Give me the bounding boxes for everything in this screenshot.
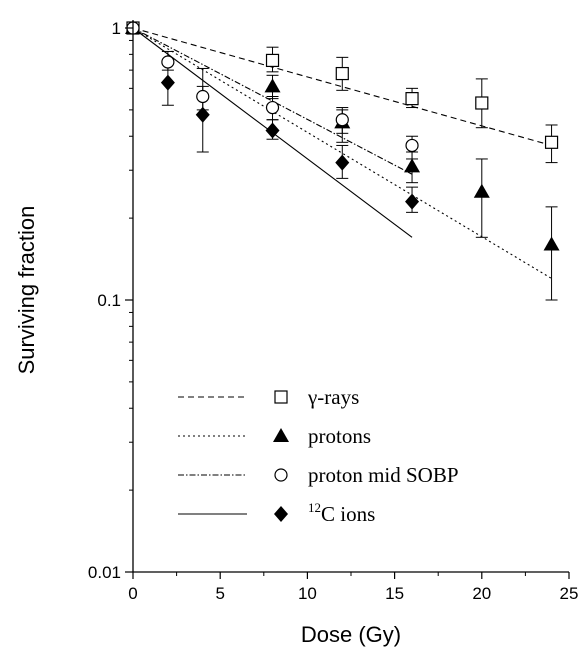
data-point-series-3	[197, 90, 209, 102]
data-point-series-3	[267, 102, 279, 114]
legend-label: 12C ions	[308, 500, 375, 526]
data-point-series-2	[544, 236, 560, 250]
data-point-series-1	[267, 54, 279, 66]
x-tick-label: 5	[215, 584, 224, 603]
legend: γ-rays protons proton mid SOBP 12C ions	[178, 385, 459, 526]
y-tick-label: 1	[112, 19, 121, 38]
x-tick-label: 0	[128, 584, 137, 603]
x-tick-label: 25	[560, 584, 579, 603]
x-tick-label: 15	[385, 584, 404, 603]
data-point-series-2	[474, 184, 490, 198]
data-point-series-4	[405, 194, 419, 210]
y-tick-label: 0.1	[97, 291, 121, 310]
legend-label: γ-rays	[307, 385, 359, 409]
data-point-series-1	[336, 68, 348, 80]
legend-marker	[274, 506, 288, 522]
y-tick-label: 0.01	[88, 563, 121, 582]
x-tick-label: 10	[298, 584, 317, 603]
data-point-series-4	[161, 75, 175, 91]
data-point-series-1	[546, 136, 558, 148]
legend-label: proton mid SOBP	[308, 463, 459, 487]
data-point-series-3	[162, 56, 174, 68]
legend-label: protons	[308, 424, 371, 448]
data-point-series-1	[406, 93, 418, 105]
x-tick-label: 20	[472, 584, 491, 603]
data-point-series-4	[196, 107, 210, 123]
legend-marker	[273, 428, 289, 442]
data-point-series-4	[335, 155, 349, 171]
data-point-series-3	[406, 139, 418, 151]
error-bars	[162, 47, 558, 300]
y-axis-label: Surviving fraction	[14, 206, 39, 375]
legend-marker	[275, 391, 287, 403]
legend-marker	[275, 469, 287, 481]
data-point-series-2	[404, 158, 420, 172]
x-axis-label: Dose (Gy)	[301, 622, 401, 647]
data-point-series-2	[265, 78, 281, 92]
data-point-series-3	[336, 114, 348, 126]
data-point-series-1	[476, 97, 488, 109]
